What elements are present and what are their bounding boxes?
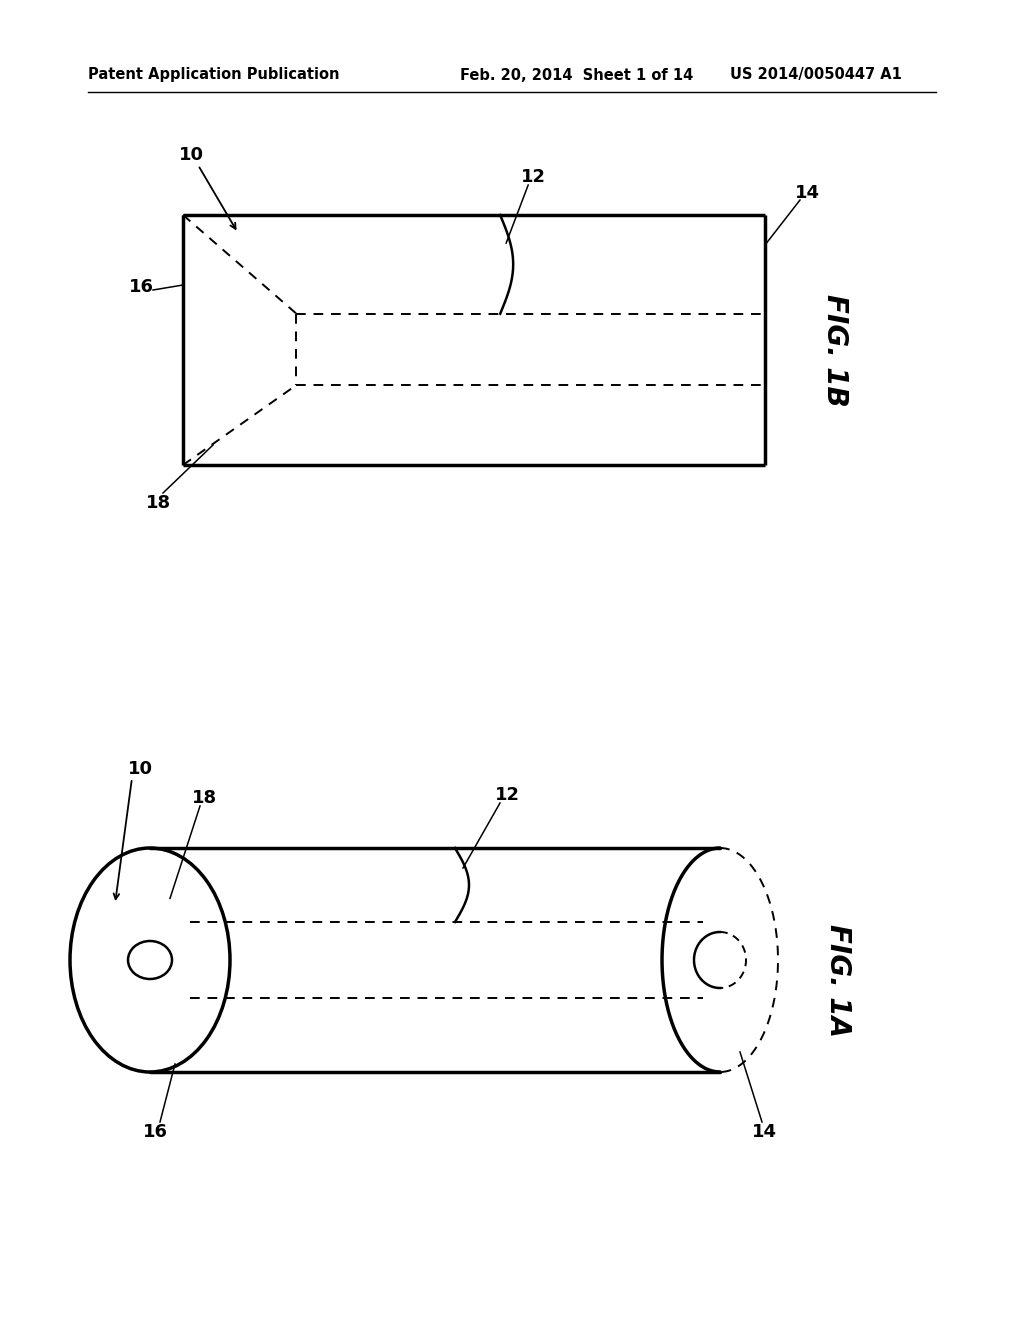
Text: Feb. 20, 2014  Sheet 1 of 14: Feb. 20, 2014 Sheet 1 of 14: [460, 67, 693, 82]
Text: 18: 18: [145, 494, 171, 512]
Text: 16: 16: [128, 279, 154, 297]
Text: 10: 10: [128, 760, 153, 777]
Text: FIG. 1B: FIG. 1B: [821, 293, 849, 407]
Text: 14: 14: [752, 1123, 776, 1140]
Text: 10: 10: [178, 147, 204, 164]
Text: US 2014/0050447 A1: US 2014/0050447 A1: [730, 67, 902, 82]
Text: 18: 18: [193, 789, 217, 807]
Text: FIG. 1A: FIG. 1A: [824, 924, 852, 1036]
Text: 14: 14: [795, 183, 819, 202]
Text: 12: 12: [495, 785, 519, 804]
Text: Patent Application Publication: Patent Application Publication: [88, 67, 340, 82]
Text: 12: 12: [520, 168, 546, 186]
Text: 16: 16: [142, 1123, 168, 1140]
